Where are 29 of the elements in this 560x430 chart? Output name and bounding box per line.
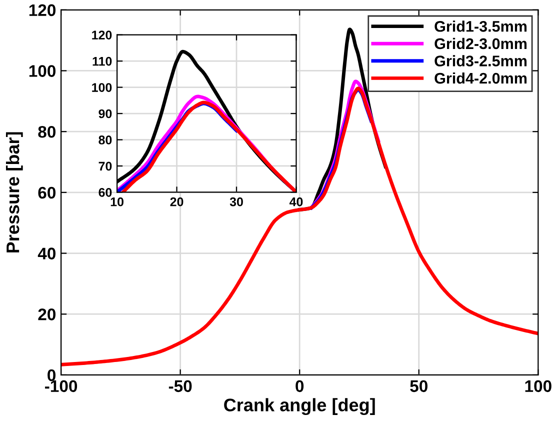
x-tick-label: 50 — [410, 380, 428, 392]
y-tick-label: 120 — [92, 30, 112, 40]
y-tick-label: 70 — [98, 162, 112, 171]
legend-label: Grid3-2.5mm — [434, 55, 527, 66]
y-tick-label: 80 — [98, 136, 112, 144]
x-tick-label: 20 — [170, 197, 184, 206]
y-tick-label: 120 — [29, 4, 56, 16]
y-tick-label: 20 — [38, 308, 56, 320]
y-tick-label: 100 — [92, 83, 112, 92]
y-tick-label: 110 — [92, 56, 112, 66]
x-tick-label: -50 — [168, 380, 192, 392]
x-tick-label: 40 — [289, 197, 303, 206]
y-tick-label: 0 — [48, 369, 56, 382]
y-axis-title: Pressure [bar] — [6, 132, 23, 252]
x-tick-label: 10 — [110, 197, 124, 206]
legend-label: Grid2-3.0mm — [434, 38, 527, 50]
x-tick-label: 100 — [525, 380, 552, 392]
x-axis-title: Crank angle [deg] — [224, 398, 375, 416]
legend-label: Grid4-2.0mm — [434, 72, 527, 84]
y-tick-label: 90 — [98, 109, 112, 118]
y-tick-label: 60 — [38, 186, 56, 199]
legend-label: Grid1-3.5mm — [434, 20, 527, 32]
y-tick-label: 80 — [38, 126, 56, 138]
y-tick-label: 40 — [38, 248, 56, 260]
x-tick-label: 0 — [296, 380, 304, 392]
y-tick-label: 60 — [98, 188, 112, 197]
x-tick-label: -100 — [45, 380, 78, 392]
x-tick-label: 30 — [230, 197, 243, 206]
y-tick-label: 100 — [29, 65, 56, 77]
